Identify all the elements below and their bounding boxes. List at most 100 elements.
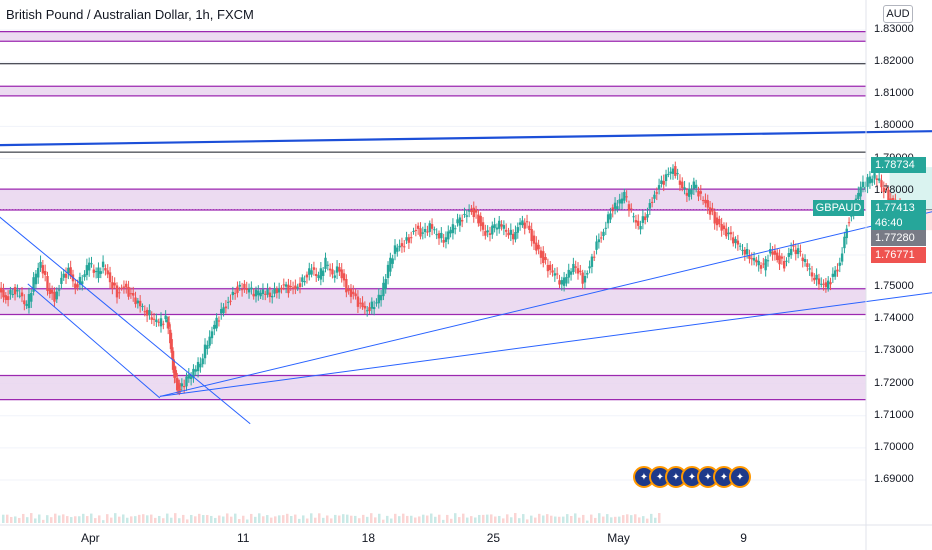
volume-bar [390,518,393,523]
candle-body [525,221,529,223]
volume-bar [506,514,509,523]
volume-bar [618,516,621,523]
volume-bar [434,516,437,523]
candle-body [412,230,415,232]
candle-body [810,272,814,277]
candle-body [94,271,98,273]
candle-body [599,237,603,239]
candle-body [315,273,318,277]
candle-body [470,208,473,213]
volume-bar [194,516,197,523]
candle-body [213,324,216,330]
candle-body [887,189,890,201]
candle-body [182,386,186,388]
candle-body [69,267,72,277]
trendline [159,211,932,397]
volume-bar [490,514,493,523]
candle-body [136,300,140,304]
candle-body [16,289,19,292]
candle-body [268,292,272,297]
candle-body [426,231,429,233]
candle-body [474,209,478,213]
candle-body [620,198,624,204]
volume-bar [266,515,269,523]
candle-body [62,273,65,278]
candle-body [637,220,640,226]
candle-body [437,233,441,239]
candle-body [199,363,202,368]
candle-body [342,273,346,281]
candle-body [757,260,760,266]
volume-bar [462,513,465,523]
volume-bar [70,517,73,523]
candle-body [377,294,380,304]
candle-body [576,268,580,274]
economic-events[interactable]: ✦ ✦ ✦ ✦ ✦ ✦ ✦ [633,466,751,488]
candle-body [674,166,677,176]
candle-body [192,368,195,378]
candle-body [215,317,218,329]
candle-body [880,180,883,188]
candle-body [796,248,800,255]
candle-body [305,274,309,278]
volume-bar [14,516,17,523]
au-flag-icon[interactable]: ✦ [729,466,751,488]
candle-body [602,231,605,237]
candle-body [718,219,721,225]
candle-body [250,287,253,290]
supply-demand-zone [0,31,866,42]
volume-bar [366,516,369,523]
volume-bar [410,515,413,523]
candle-body [882,187,886,193]
volume-bar [78,516,81,523]
candle-body [104,268,107,271]
candle-body [231,291,235,296]
volume-bar [62,514,65,523]
candle-body [226,301,230,303]
volume-bar [534,517,537,523]
volume-bar [118,516,121,523]
candle-body [236,286,239,293]
volume-bar [258,513,261,523]
candle-body [755,259,758,263]
candle-body [562,277,566,286]
volume-bar [518,518,521,523]
volume-bar [334,514,337,523]
volume-bar [474,517,477,523]
candle-body [238,284,241,287]
volume-bar [298,518,301,523]
candle-body [456,219,459,224]
candle-body [539,250,543,258]
volume-bar [398,516,401,523]
candle-body [240,289,244,291]
volume-bar [642,516,645,523]
candle-body [827,280,830,290]
candle-body [275,288,279,294]
volume-bar [338,515,341,523]
candle-body [224,306,228,309]
candle-body [83,274,86,278]
candle-body [481,222,485,230]
candle-body [565,277,568,284]
volume-bar [658,513,661,523]
volume-bar [582,514,585,523]
candle-body [319,268,323,280]
candle-body [372,307,376,310]
volume-bar [542,515,545,523]
candle-body [201,358,204,365]
candle-body [393,245,397,254]
volume-bar [386,515,389,523]
candle-body [877,178,881,181]
volume-bar [574,513,577,523]
candle-body [586,273,589,275]
volume-bar [26,517,29,523]
currency-badge[interactable]: AUD [883,5,913,23]
volume-bar [570,516,573,523]
volume-bar [86,516,89,523]
candle-body [67,267,70,274]
candle-body [419,228,422,237]
candle-body [252,293,255,297]
candle-body [359,302,362,304]
volume-bar [414,517,417,523]
